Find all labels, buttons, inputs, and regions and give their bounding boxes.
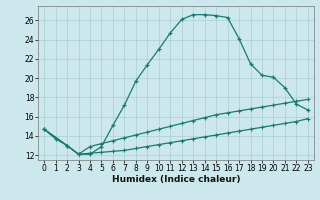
X-axis label: Humidex (Indice chaleur): Humidex (Indice chaleur)	[112, 175, 240, 184]
